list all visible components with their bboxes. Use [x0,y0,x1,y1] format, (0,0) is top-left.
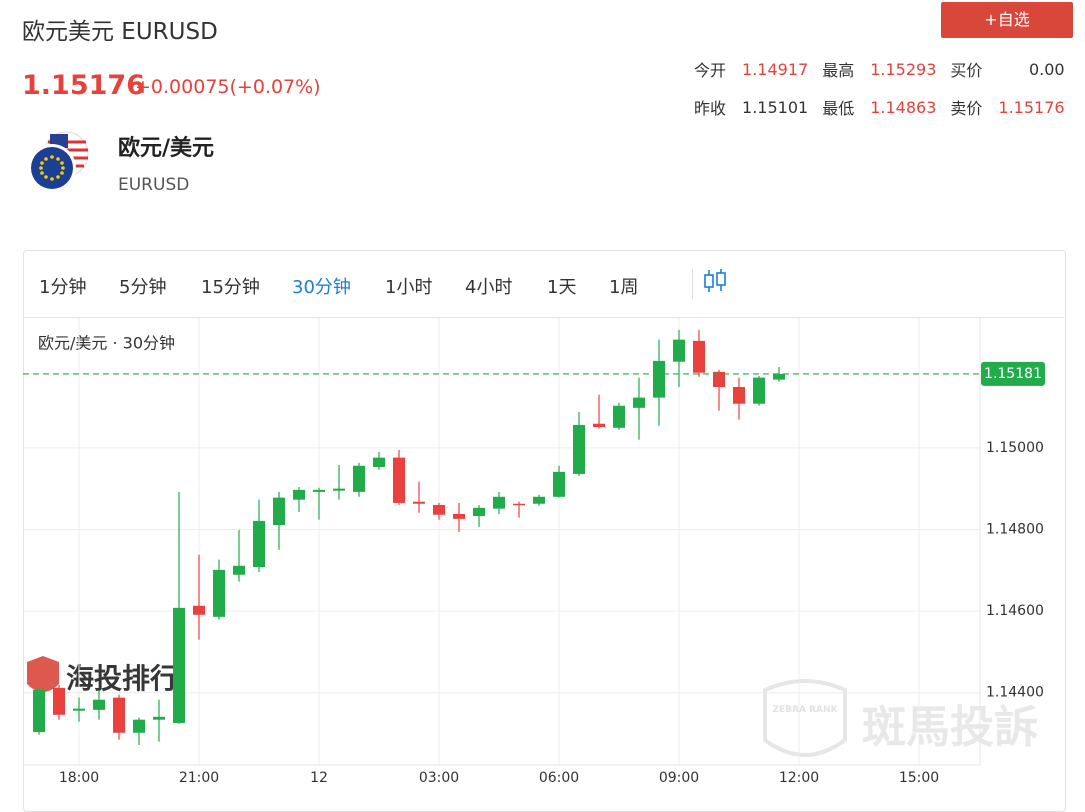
stat-value: 1.15176 [998,97,1065,117]
stat-label: 买价 [950,61,983,80]
flag-icon [28,131,89,192]
interval-tab[interactable]: 1小时 [385,277,433,298]
price-change: +0.00075(+0.07%) [135,76,321,98]
interval-tab[interactable]: 30分钟 [292,277,351,298]
interval-toolbar: 1分钟 5分钟 15分钟 30分钟 1小时 4小时 1天 1周 [24,251,1064,318]
stats-row: 昨收 1.15101 最低 1.14863 卖价 1.15176 [680,88,1065,126]
page-title: 欧元美元 EURUSD [22,19,218,45]
stat-value: 1.14863 [870,97,937,117]
chart-style-icon[interactable] [702,267,730,297]
interval-tab[interactable]: 15分钟 [201,277,260,298]
interval-tab[interactable]: 4小时 [465,277,513,298]
page: {"header": {"title": "欧元美元 EURUSD", "pri… [22,2,1073,812]
stat-label: 最低 [822,99,855,118]
stat-label: 卖价 [950,99,983,118]
instrument-code: EURUSD [118,175,190,195]
interval-tab[interactable]: 1天 [547,277,577,298]
stats-table: 今开 1.14917 最高 1.15293 买价 0.00 昨收 1.15101 最低 1.148… [680,50,1065,126]
stat-label: 昨收 [694,99,727,118]
eu-stars [39,155,65,181]
stats-row: 今开 1.14917 最高 1.15293 买价 0.00 [680,50,1065,88]
interval-tab[interactable]: 5分钟 [119,277,167,298]
interval-tab[interactable]: 1分钟 [39,277,87,298]
stat-value: 1.15101 [742,97,809,117]
interval-tab[interactable]: 1周 [609,277,639,298]
toolbar-divider [692,269,693,299]
stat-label: 最高 [822,61,855,80]
stat-value: 1.14917 [742,59,809,79]
add-watchlist-button[interactable]: +自选 [941,2,1073,38]
instrument-name: 欧元/美元 [118,136,215,161]
stat-value: 1.15293 [870,59,937,79]
chart-panel [23,250,1066,812]
stat-value: 0.00 [1028,59,1065,79]
eu-flag [31,147,73,189]
stat-label: 今开 [694,61,727,80]
price: 1.15176 [22,70,145,101]
